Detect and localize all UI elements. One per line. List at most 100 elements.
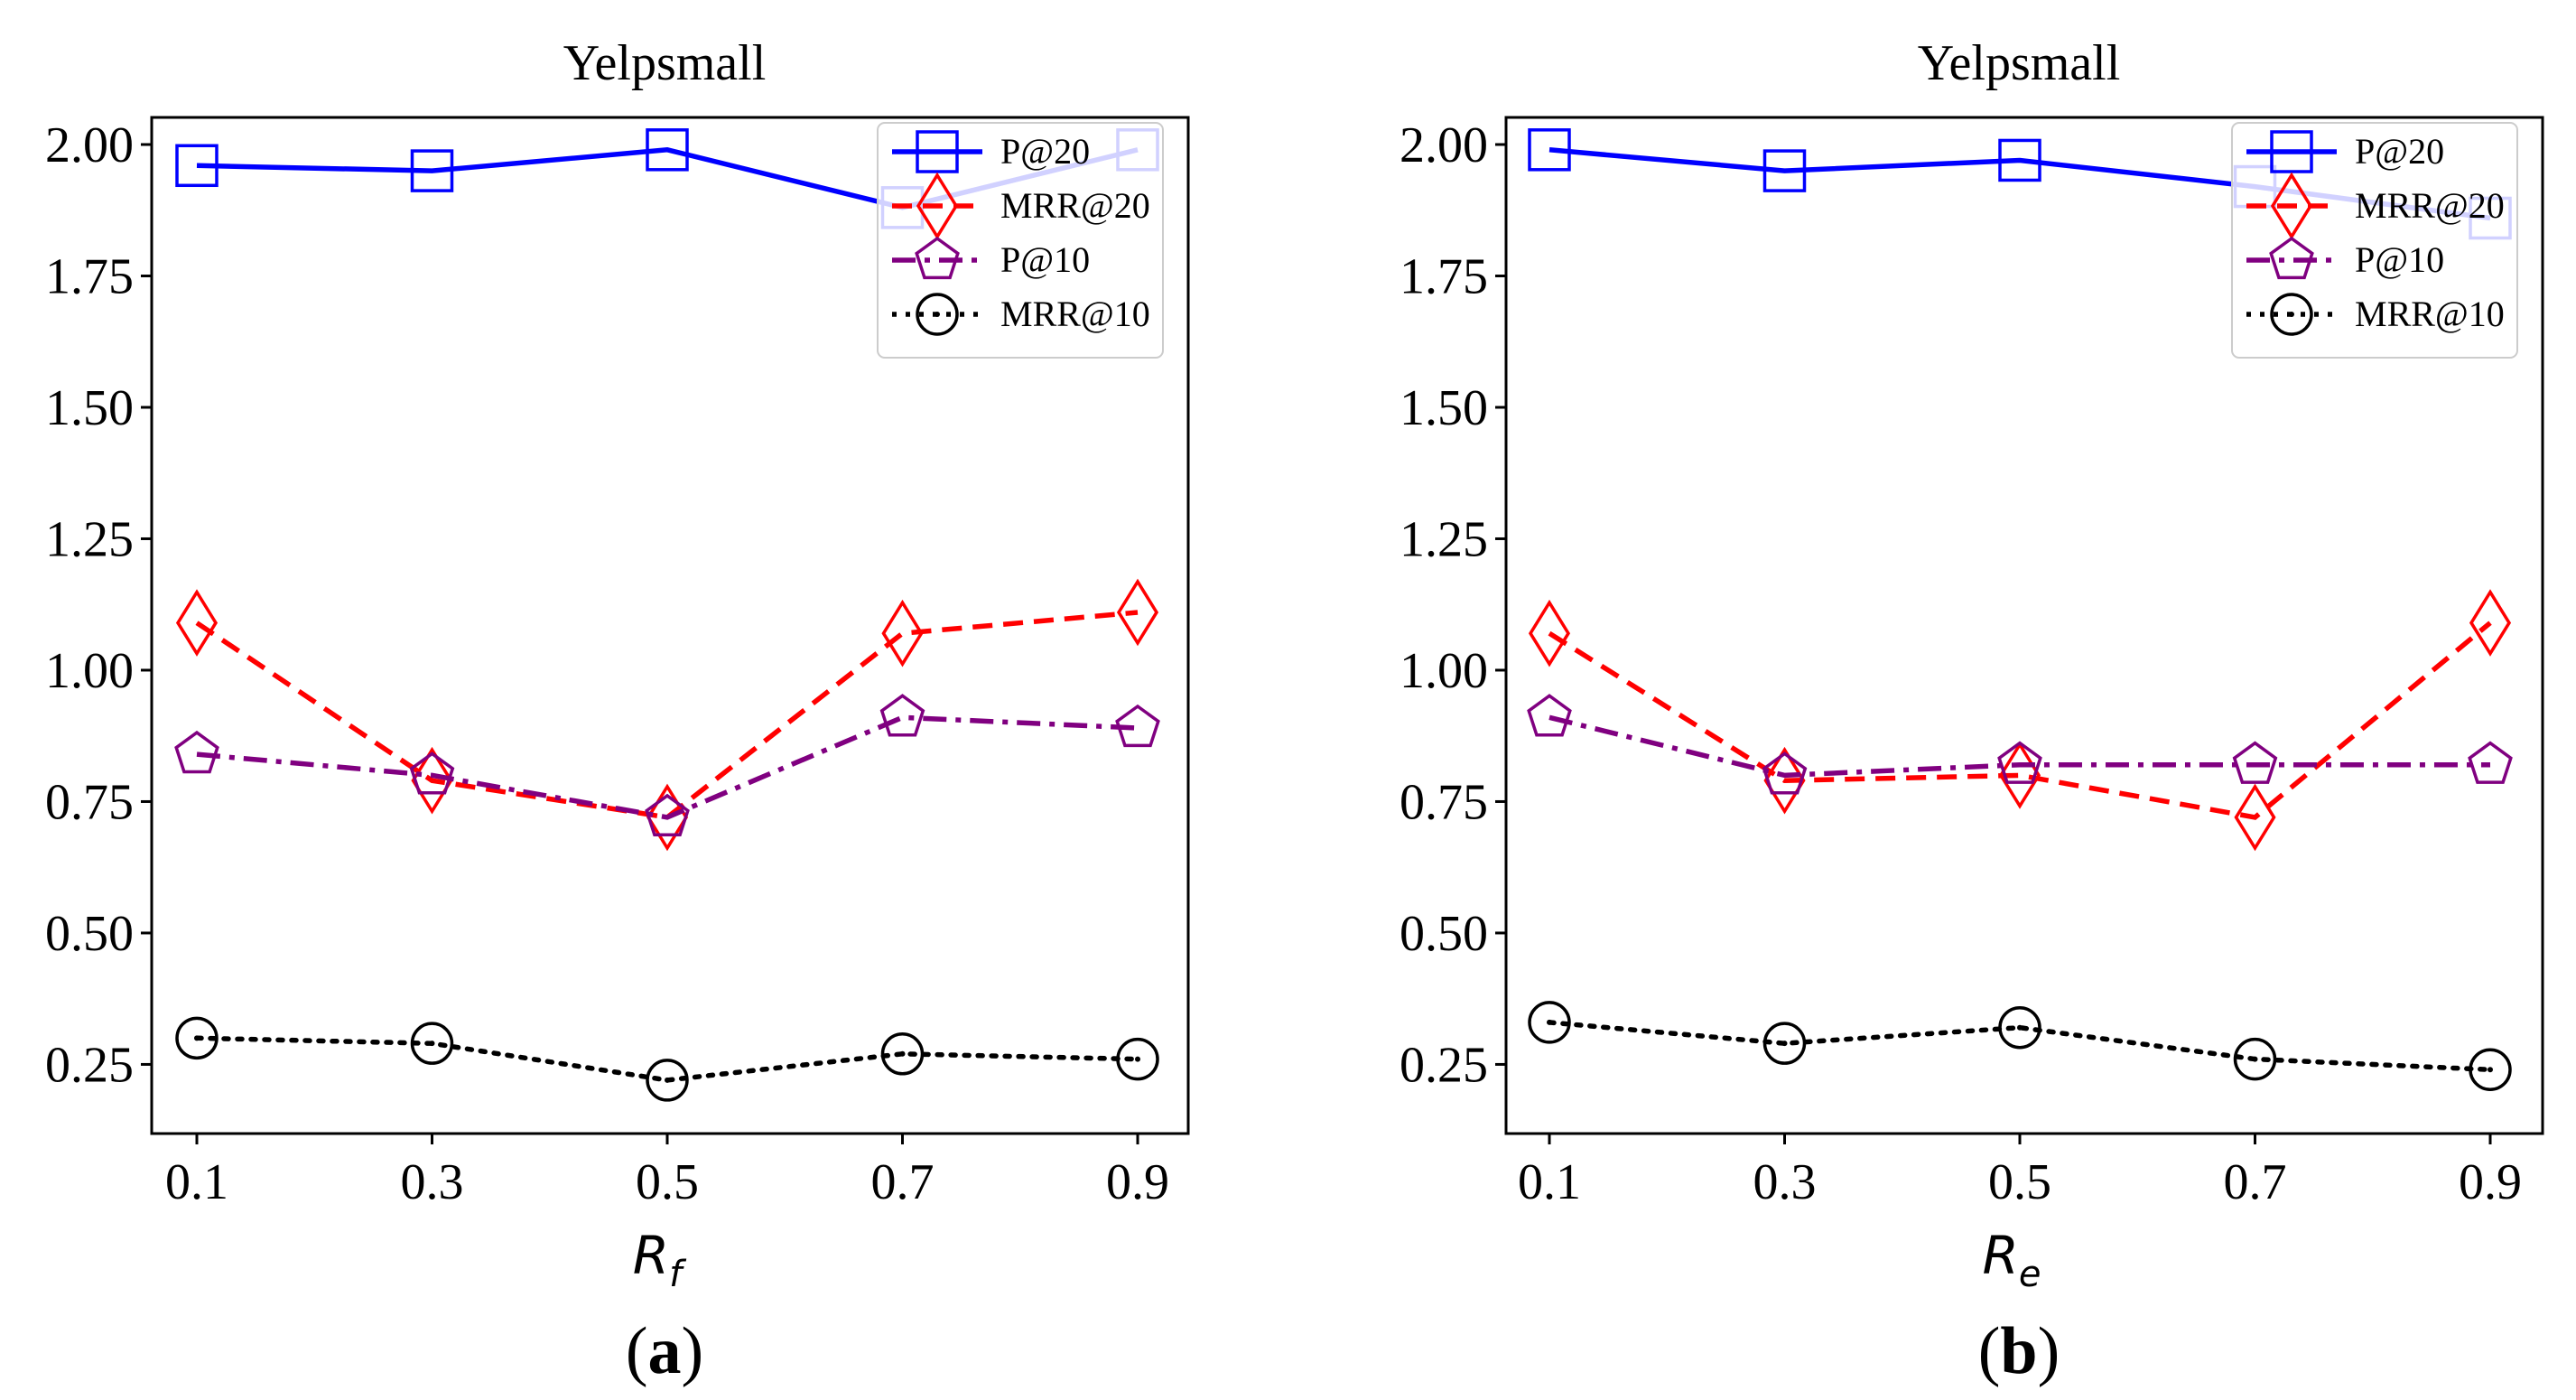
- legend-entry-mrr-at-20: MRR@20: [892, 172, 1150, 240]
- y-tick-label: 1.50: [45, 380, 134, 436]
- x-tick-label: 0.5: [1988, 1154, 2051, 1210]
- x-tick-label: 0.7: [2224, 1154, 2287, 1210]
- data-point-mrr-at-10: [410, 1022, 454, 1065]
- x-tick-label: 0.5: [636, 1154, 699, 1210]
- data-point-mrr-at-20: [2469, 589, 2512, 657]
- panel-caption: (a): [626, 1314, 703, 1388]
- legend-marker: [915, 236, 960, 280]
- legend-label: P@20: [1000, 131, 1090, 172]
- data-point-mrr-at-20: [881, 599, 924, 667]
- legend-marker: [2270, 130, 2313, 173]
- data-point-p-at-10: [1527, 694, 1572, 737]
- legend-entry-mrr-at-10: MRR@10: [892, 293, 1150, 336]
- y-tick-label: 1.25: [1400, 511, 1488, 567]
- legend-entry-mrr-at-10: MRR@10: [2246, 293, 2505, 336]
- data-point-p-at-10: [1762, 751, 1808, 795]
- data-point-mrr-at-10: [175, 1016, 219, 1060]
- y-tick-label: 0.50: [45, 906, 134, 962]
- series-line-p-at-10: [1548, 714, 2490, 779]
- data-point-p-at-10: [1997, 741, 2042, 784]
- chart-title: Yelpsmall: [1918, 35, 2121, 91]
- y-tick-label: 1.00: [45, 643, 134, 699]
- legend-marker: [916, 293, 959, 336]
- data-point-mrr-at-20: [1763, 746, 1806, 815]
- data-point-mrr-at-10: [1116, 1037, 1159, 1081]
- series-p-at-10: [1527, 694, 2513, 795]
- legend-label: P@10: [1000, 239, 1090, 280]
- legend-entry-p-at-10: P@10: [892, 236, 1090, 280]
- x-tick-label: 0.3: [401, 1154, 464, 1210]
- data-point-mrr-at-20: [2234, 783, 2276, 852]
- data-point-mrr-at-10: [1762, 1022, 1807, 1065]
- legend: P@20 MRR@20 P@10 MRR@10: [2231, 122, 2518, 359]
- data-point-p-at-20: [1528, 128, 1571, 172]
- data-point-p-at-20: [646, 128, 689, 172]
- x-tick-label: 0.1: [1518, 1154, 1581, 1210]
- plot-frame: [1504, 116, 2544, 1135]
- y-tick-label: 1.25: [45, 511, 134, 567]
- data-point-p-at-10: [2468, 741, 2513, 784]
- x-tick-label: 0.7: [871, 1154, 935, 1210]
- series-mrr-at-10: [175, 1016, 1159, 1102]
- series-p-at-10: [174, 694, 1160, 837]
- data-point-mrr-at-10: [1528, 1001, 1571, 1044]
- y-tick-label: 0.25: [45, 1037, 134, 1093]
- data-point-p-at-10: [409, 751, 455, 795]
- y-tick-label: 0.75: [45, 774, 134, 830]
- legend-label: P@10: [2355, 239, 2444, 280]
- legend-label: P@20: [2355, 131, 2444, 172]
- series-line-p-at-10: [196, 714, 1139, 820]
- x-tick-label: 0.1: [165, 1154, 228, 1210]
- plot-frame: [150, 116, 1190, 1135]
- data-point-p-at-20: [410, 149, 454, 192]
- legend-entry-p-at-10: P@10: [2246, 236, 2444, 280]
- data-point-p-at-10: [879, 694, 925, 737]
- data-point-mrr-at-10: [1998, 1005, 2041, 1050]
- data-point-mrr-at-20: [411, 746, 453, 815]
- legend-label: MRR@20: [2355, 185, 2505, 226]
- legend-label: MRR@10: [2355, 294, 2505, 334]
- x-tick-label: 0.3: [1753, 1154, 1817, 1210]
- series-line-mrr-at-20: [1548, 621, 2492, 820]
- y-tick-label: 1.50: [1400, 380, 1488, 436]
- y-tick-label: 1.00: [1400, 643, 1488, 699]
- legend-marker: [916, 130, 959, 173]
- y-tick-label: 1.75: [1400, 248, 1488, 304]
- data-point-p-at-20: [1998, 138, 2041, 182]
- x-tick-label: 0.9: [2459, 1154, 2522, 1210]
- x-tick-label: 0.9: [1106, 1154, 1169, 1210]
- chart-panel-b: Yelpsmall 0.1 0.3 0.5 0.7 0.9 0.25 0.50 0.75 1.…: [1400, 35, 2544, 1388]
- data-point-p-at-20: [175, 144, 219, 188]
- data-point-p-at-10: [174, 730, 219, 774]
- y-tick-label: 0.50: [1400, 906, 1488, 962]
- data-point-mrr-at-10: [2469, 1048, 2512, 1092]
- data-point-mrr-at-20: [1116, 578, 1159, 647]
- data-point-p-at-10: [1115, 704, 1160, 748]
- x-axis-label: Re: [1983, 1225, 2041, 1295]
- legend: P@20 MRR@20 P@10 MRR@10: [877, 122, 1164, 359]
- data-point-mrr-at-10: [880, 1032, 925, 1076]
- chart-panel-a: Yelpsmall 0.1 0.3 0.5 0.7 0.9 0.25 0.50 0.75 1.…: [45, 35, 1190, 1388]
- legend-marker: [2270, 293, 2313, 336]
- legend-entry-p-at-20: P@20: [2246, 130, 2444, 173]
- y-tick-label: 1.75: [45, 248, 134, 304]
- data-point-p-at-10: [2232, 741, 2278, 784]
- data-point-mrr-at-10: [646, 1059, 689, 1102]
- chart-title: Yelpsmall: [563, 35, 767, 91]
- legend-entry-p-at-20: P@20: [892, 130, 1090, 173]
- y-tick-label: 2.00: [1400, 117, 1488, 173]
- data-point-mrr-at-20: [1528, 599, 1571, 667]
- data-point-p-at-10: [645, 793, 690, 837]
- data-point-mrr-at-20: [175, 589, 219, 657]
- legend-entry-mrr-at-20: MRR@20: [2246, 172, 2505, 240]
- legend-marker: [2269, 236, 2314, 280]
- panel-caption: (b): [1978, 1314, 2060, 1388]
- data-point-mrr-at-10: [2233, 1037, 2277, 1081]
- data-point-p-at-20: [1762, 149, 1807, 192]
- series-mrr-at-20: [175, 578, 1159, 852]
- legend-label: MRR@10: [1000, 294, 1150, 334]
- series-line-mrr-at-20: [195, 610, 1139, 820]
- series-mrr-at-10: [1528, 1001, 2512, 1092]
